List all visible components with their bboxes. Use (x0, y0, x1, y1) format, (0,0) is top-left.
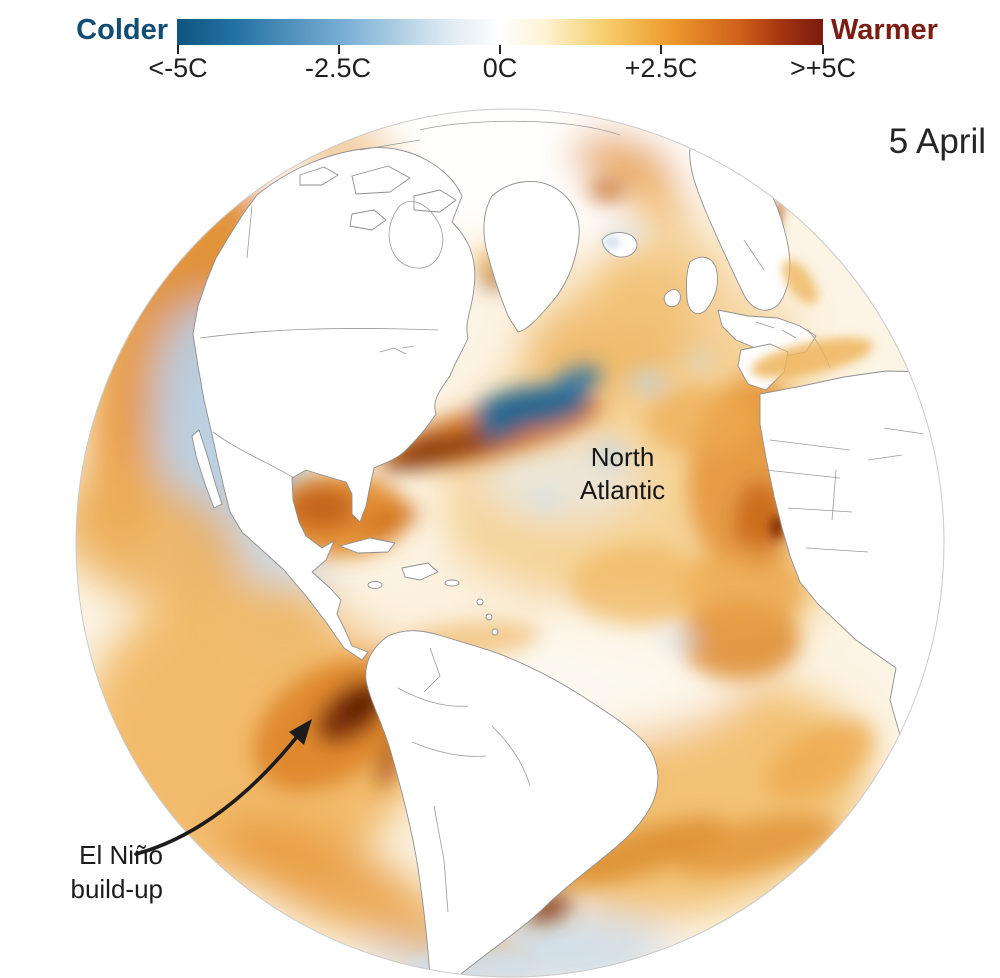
landmass-africa (759, 370, 944, 781)
scale-tick-label: 0C (482, 53, 518, 83)
north-atlantic-label: North Atlantic (540, 441, 705, 507)
scale-tick (338, 45, 340, 54)
annotation-arrow-icon (134, 719, 312, 856)
el-nino-line2: build-up (70, 874, 163, 904)
landmass-antilles (485, 613, 493, 621)
el-nino-line1: El Niño (79, 840, 163, 870)
date-label: 5 April (888, 122, 986, 161)
landmass-cuba (339, 537, 396, 554)
colder-label: Colder (76, 14, 168, 46)
warmer-label: Warmer (831, 14, 938, 46)
el-nino-label: El Niño build-up (18, 838, 163, 906)
scale-tick (177, 45, 179, 54)
country-borders (199, 120, 925, 913)
marginal-seas (606, 238, 873, 379)
scale-tick (660, 45, 662, 54)
landmass-baja (191, 429, 223, 509)
landmass-hispaniola (401, 562, 439, 581)
landmass-ireland (663, 289, 681, 308)
landmass-south-america (365, 630, 659, 977)
landmass-antilles (476, 598, 484, 606)
landmass-antilles (491, 628, 499, 636)
scale-tick-label: >+5C (789, 53, 857, 83)
scale-tick-label: <-5C (148, 53, 208, 83)
scale-tick-label: -2.5C (304, 53, 372, 83)
landmass-greenland (483, 181, 580, 333)
globe-rim (75, 108, 945, 978)
landmass-britain (686, 256, 718, 314)
landmasses (191, 144, 944, 977)
landmass-arctic-islands (299, 165, 457, 231)
temperature-scale-legend: Colder Warmer <-5C -2.5C 0C +2.5C >+5C (0, 0, 1000, 95)
landmass-puerto-rico (444, 579, 460, 587)
north-atlantic-line1: North (590, 442, 655, 472)
north-atlantic-line2: Atlantic (579, 475, 666, 505)
scale-tick-label: +2.5C (624, 53, 698, 83)
landmass-jamaica (367, 581, 383, 589)
scale-gradient-bar (177, 19, 823, 45)
scale-tick (499, 45, 501, 54)
scale-tick (822, 45, 824, 54)
landmass-north-america (192, 147, 476, 661)
